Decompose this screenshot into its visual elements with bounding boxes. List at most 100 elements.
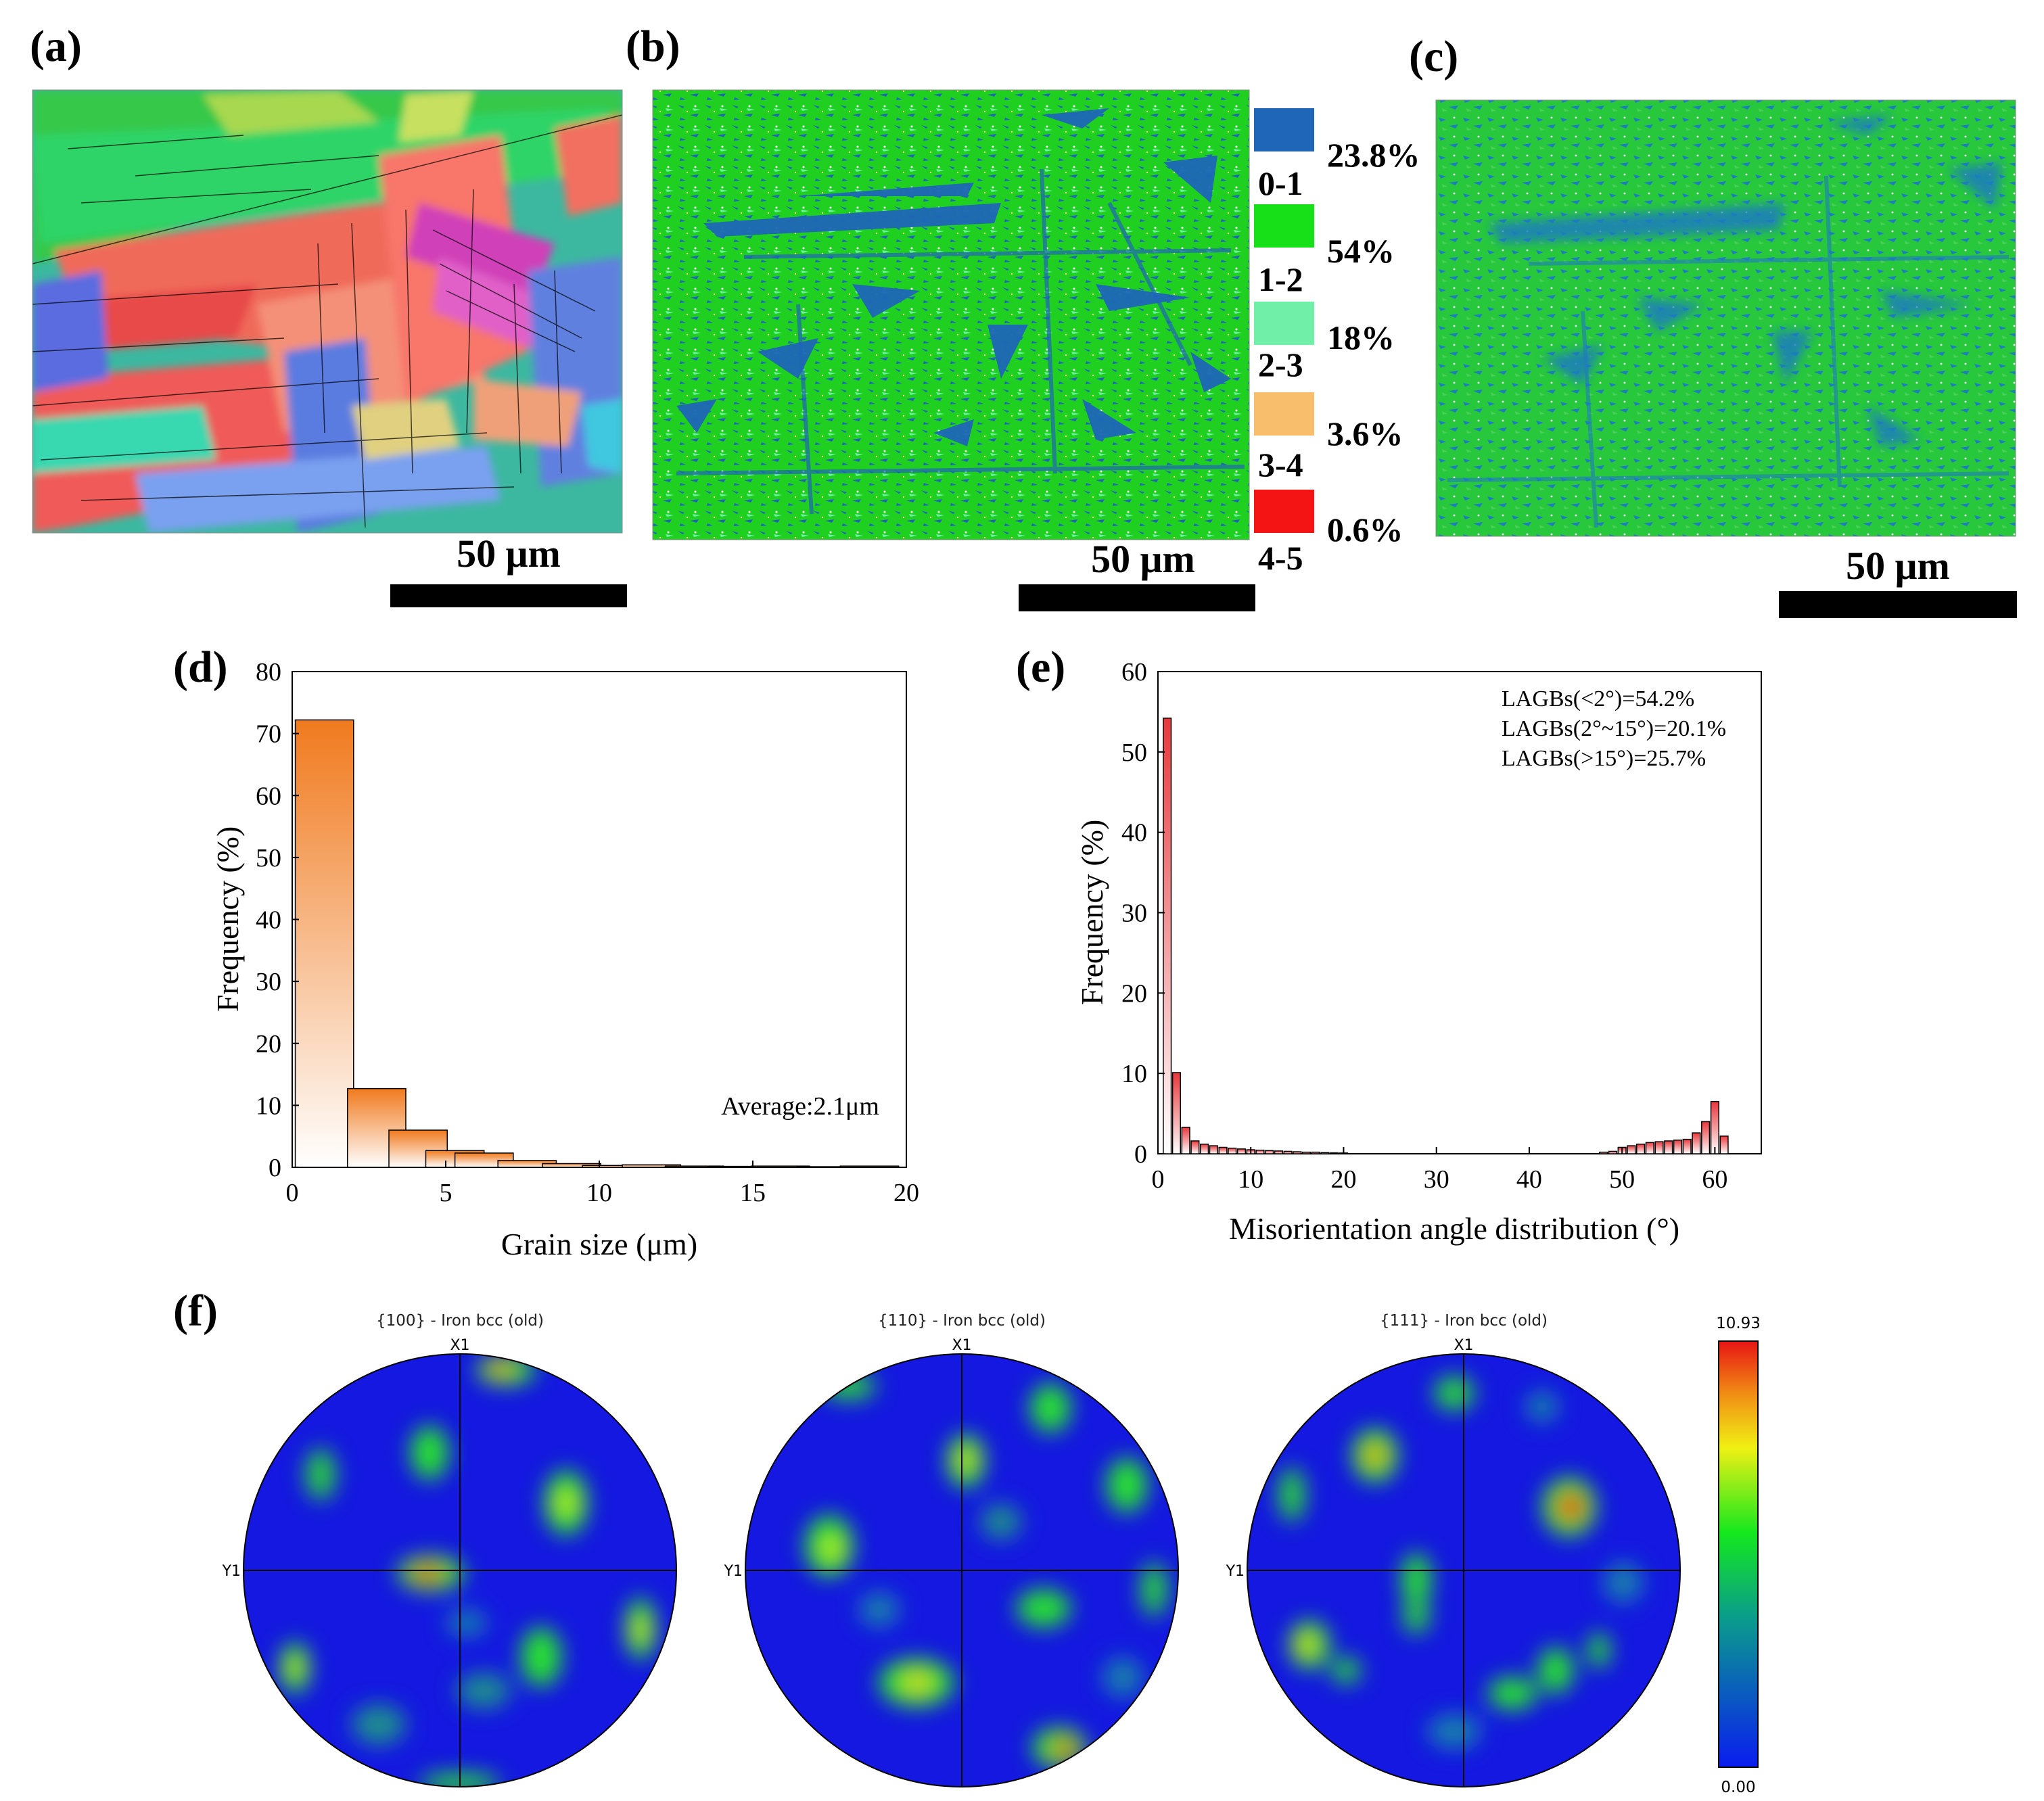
chart-d-xtick-label: 15 [740,1179,766,1207]
panel-label-e: (e) [1016,642,1065,692]
chart-e-bar [1293,1151,1302,1154]
pole-figure-100-x1: X1 [450,1337,469,1354]
chart-d-ytick-label: 40 [256,906,281,935]
chart-e-bar [1171,1072,1182,1154]
kam-legend: 0-1 1-2 2-3 3-4 4-5 23.8% 54% 18% 3.6% 0… [1254,108,1420,577]
chart-e-ytick-label: 10 [1121,1060,1147,1088]
chart-e-bar [1265,1150,1274,1154]
chart-e-bar [1311,1151,1320,1154]
panel-label-f: (f) [173,1286,218,1336]
pole-figure-111: {111} - Iron bcc (old) [1226,1312,1681,1787]
chart-e: 0 10 20 30 40 50 60 0 10 20 30 40 50 60 LAGBs(<2°)=54… [1075,658,1762,1246]
scale-label-b: 50 μm [1091,537,1195,581]
chart-d-ytick-label: 20 [256,1030,281,1058]
chart-e-bar [1255,1149,1265,1154]
chart-e-ytick-label: 30 [1121,899,1147,928]
chart-d-xtick-label: 0 [286,1179,299,1207]
chart-e-xlabel: Misorientation angle distribution (°) [1229,1211,1679,1246]
kam-range-0-1: 0-1 [1258,164,1303,202]
pole-figure-110-y1: Y1 [724,1563,743,1580]
panel-label-b: (b) [626,22,680,71]
chart-e-bar [1163,718,1172,1154]
pole-figure-100-y1: Y1 [222,1563,241,1580]
chart-e-frame [1157,671,1762,1154]
chart-d-xtick-label: 20 [893,1179,919,1207]
scale-bar-b [1019,584,1255,611]
chart-e-bar [1710,1101,1719,1154]
chart-e-ytick-label: 40 [1121,819,1147,847]
chart-e-bar [1654,1141,1664,1154]
chart-e-bar [1274,1150,1283,1154]
chart-d-ytick-label: 80 [256,658,281,686]
kam-swatch-1-2 [1254,204,1314,248]
chart-d-ytick-label: 10 [256,1092,281,1120]
kam-range-4-5: 4-5 [1258,539,1303,577]
chart-e-bar [1636,1143,1646,1154]
chart-e-ytick-label: 50 [1121,739,1147,767]
pole-figure-111-x1: X1 [1454,1337,1473,1354]
chart-d-ytick-label: 70 [256,720,281,749]
chart-d-bar [294,719,354,1168]
pole-figure-colorbar: 10.93 0.00 [1716,1315,1761,1796]
chart-e-bar [1673,1140,1683,1154]
chart-e-bar [1181,1127,1190,1154]
chart-e-ytick-label: 20 [1121,979,1147,1008]
kam-range-2-3: 2-3 [1258,346,1303,383]
chart-e-bar [1200,1143,1209,1154]
chart-e-xtick-label: 10 [1238,1165,1263,1194]
chart-e-xtick-label: 0 [1152,1165,1165,1194]
kam-swatch-2-3 [1254,302,1314,345]
chart-e-bar [1209,1145,1218,1154]
chart-e-bar [1664,1140,1673,1154]
chart-e-bar [1682,1138,1692,1154]
chart-e-bar [1283,1150,1293,1154]
chart-e-bar [1320,1152,1330,1154]
chart-e-bar [1236,1148,1247,1154]
pole-figure-111-y1: Y1 [1226,1563,1245,1580]
panel-label-d: (d) [173,642,228,692]
chart-e-bar [1719,1136,1729,1154]
pole-figure-110-x1: X1 [952,1337,971,1354]
chart-e-bar [1645,1142,1654,1154]
chart-e-ylabel: Frequency (%) [1075,820,1109,1006]
chart-d-ytick-label: 50 [256,844,281,872]
chart-e-bar [1599,1151,1608,1154]
chart-e-bar [1608,1150,1618,1154]
chart-e-annotation-2: LAGBs(2°~15°)=20.1% [1502,716,1726,741]
chart-e-ytick-label: 0 [1134,1140,1147,1169]
chart-e-bar [1330,1152,1339,1154]
kam-swatch-4-5 [1254,490,1314,533]
pole-figure-100-title: {100} - Iron bcc (old) [376,1312,544,1330]
kam-map [653,90,1249,540]
chart-e-xtick-label: 20 [1330,1165,1356,1194]
kam-percent-2-3: 18% [1327,319,1395,356]
chart-e-annotation-3: LAGBs(>15°)=25.7% [1502,746,1706,771]
kam-range-3-4: 3-4 [1258,446,1303,484]
chart-e-xtick-label: 30 [1424,1165,1449,1194]
kam-percent-3-4: 3.6% [1327,415,1403,452]
chart-d-xtick-label: 10 [586,1179,612,1207]
chart-d-ytick-label: 60 [256,782,281,810]
chart-d-annotation: Average:2.1μm [721,1092,879,1121]
scale-bar-a [390,584,627,607]
chart-e-annotation-1: LAGBs(<2°)=54.2% [1502,686,1694,711]
chart-e-ytick-label: 60 [1121,658,1147,686]
pole-figure-110-title: {110} - Iron bcc (old) [878,1312,1046,1330]
chart-d-bar [839,1165,900,1168]
kam-swatch-0-1 [1254,108,1314,151]
kam-range-1-2: 1-2 [1258,260,1303,298]
chart-e-bar [1190,1140,1200,1154]
chart-d-xlabel: Grain size (μm) [501,1227,697,1261]
kam-percent-1-2: 54% [1327,232,1395,270]
kam-swatch-3-4 [1254,392,1314,436]
kam-percent-4-5: 0.6% [1327,511,1403,548]
kam-percent-0-1: 23.8% [1327,136,1420,174]
chart-e-bar [1701,1121,1711,1154]
ipf-map [32,90,622,533]
chart-e-xtick-label: 50 [1609,1165,1635,1194]
pole-figure-100: {100} - Iron bcc (old) [222,1312,677,1787]
chart-e-bar [1218,1146,1228,1154]
chart-d-ytick-label: 0 [269,1154,281,1182]
